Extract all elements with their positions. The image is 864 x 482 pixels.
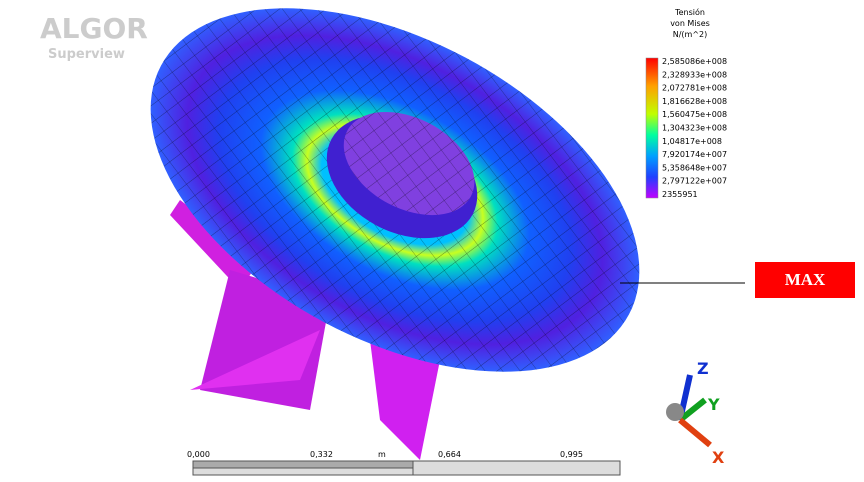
legend-label: 1,816628e+008 <box>662 97 727 106</box>
color-bar <box>646 58 658 198</box>
legend-title: Tensión <box>674 7 705 17</box>
legend-label: 1,560475e+008 <box>662 110 727 119</box>
legend-label: 1,304323e+008 <box>662 124 727 133</box>
legend-subtitle: von Mises <box>670 19 710 28</box>
scale-label: 0,000 <box>187 450 210 459</box>
legend-label: 7,920174e+007 <box>662 150 727 159</box>
screenshot: ALGOR Superview Tensión von Mises N/(m^2… <box>0 0 864 482</box>
logo-brand: ALGOR <box>40 12 148 45</box>
legend-label: 2,585086e+008 <box>662 57 727 66</box>
legend: Tensión von Mises N/(m^2) 2,585086e+008 2… <box>646 7 727 199</box>
scale-label: m <box>378 450 386 459</box>
axis-x: X <box>712 448 725 467</box>
legend-label: 5,358648e+007 <box>662 163 727 172</box>
scale-label: 0,664 <box>438 450 461 459</box>
scale-bar: 0,000 0,332 m 0,664 0,995 <box>187 450 620 475</box>
legend-unit: N/(m^2) <box>673 30 708 39</box>
scale-label: 0,995 <box>560 450 583 459</box>
scale-label: 0,332 <box>310 450 333 459</box>
logo-product: Superview <box>48 47 125 62</box>
legend-label: 2,072781e+008 <box>662 84 727 93</box>
max-callout: MAX <box>755 262 855 298</box>
legend-label: 1,04817e+008 <box>662 137 722 146</box>
viewport: ALGOR Superview Tensión von Mises N/(m^2… <box>0 0 745 482</box>
legend-label: 2355951 <box>662 190 698 199</box>
legend-label: 2,797122e+007 <box>662 177 727 186</box>
axis-y: Y <box>707 395 720 414</box>
axis-triad: Z Y X <box>666 359 725 467</box>
axis-z: Z <box>697 359 709 378</box>
legend-label: 2,328933e+008 <box>662 70 727 79</box>
